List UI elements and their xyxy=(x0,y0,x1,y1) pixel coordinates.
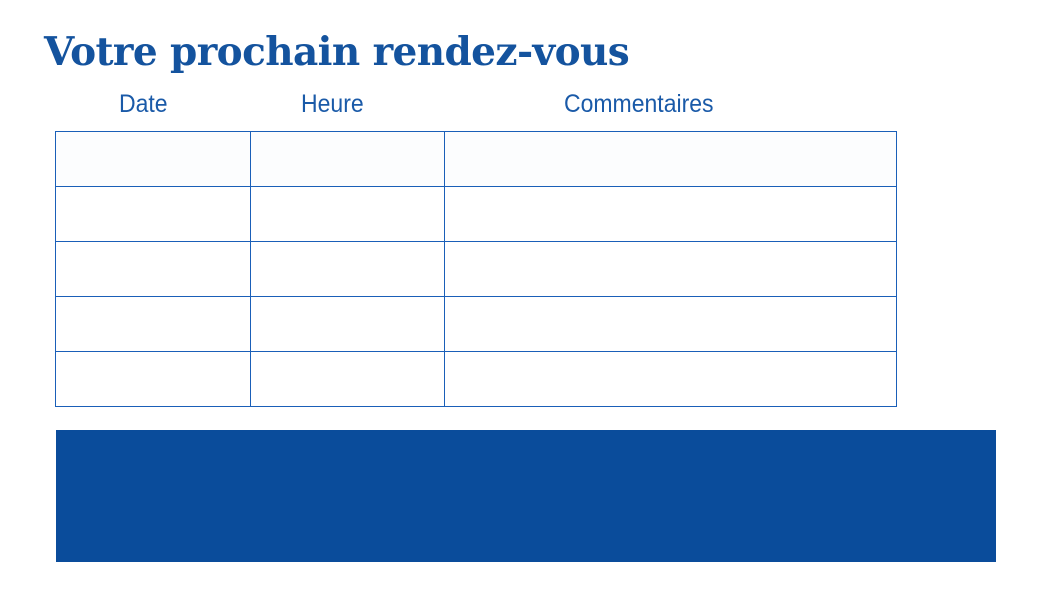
column-header-date: Date xyxy=(119,90,168,118)
cell-heure[interactable] xyxy=(250,186,445,242)
table-column-headers: Date Heure Commentaires xyxy=(0,88,1050,122)
cell-date[interactable] xyxy=(55,131,251,187)
table-row xyxy=(55,296,897,352)
cell-commentaires[interactable] xyxy=(444,186,897,242)
table-row xyxy=(55,241,897,297)
cell-heure[interactable] xyxy=(250,131,445,187)
cell-date[interactable] xyxy=(55,186,251,242)
cell-date[interactable] xyxy=(55,296,251,352)
cell-heure[interactable] xyxy=(250,241,445,297)
table-row xyxy=(55,131,897,187)
table-row xyxy=(55,351,897,407)
cell-date[interactable] xyxy=(55,241,251,297)
cell-commentaires[interactable] xyxy=(444,351,897,407)
appointment-table xyxy=(55,131,897,407)
cell-commentaires[interactable] xyxy=(444,131,897,187)
column-header-heure: Heure xyxy=(301,90,364,118)
cell-heure[interactable] xyxy=(250,296,445,352)
appointment-table-container xyxy=(55,131,897,407)
column-header-commentaires: Commentaires xyxy=(564,90,714,118)
cell-date[interactable] xyxy=(55,351,251,407)
cell-commentaires[interactable] xyxy=(444,296,897,352)
cell-commentaires[interactable] xyxy=(444,241,897,297)
notes-panel[interactable] xyxy=(56,430,996,562)
table-row xyxy=(55,186,897,242)
appointment-table-body xyxy=(55,131,897,407)
page-title: Votre prochain rendez-vous xyxy=(44,29,630,75)
cell-heure[interactable] xyxy=(250,351,445,407)
